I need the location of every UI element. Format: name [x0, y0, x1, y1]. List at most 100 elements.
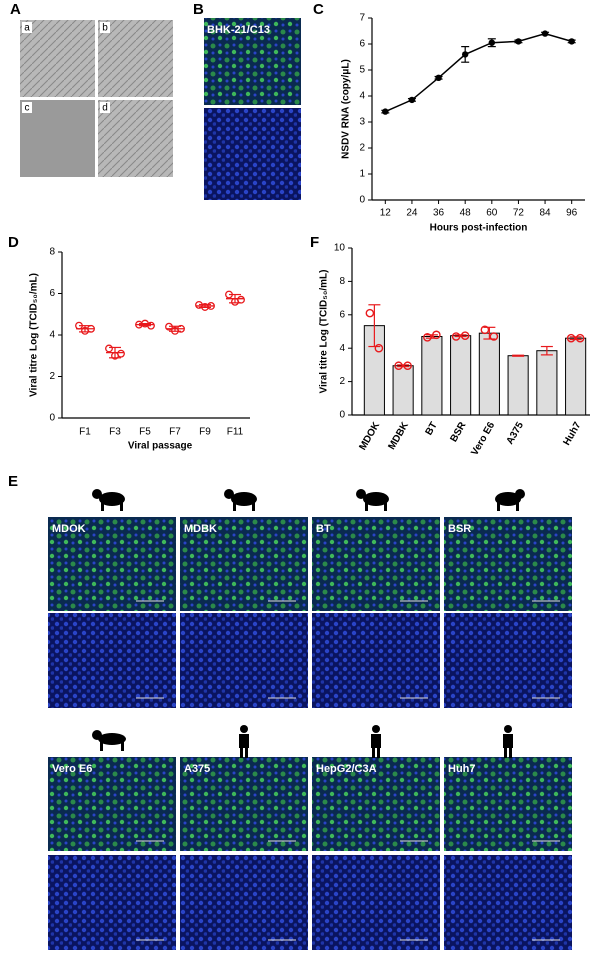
- x-tick-label: 96: [566, 208, 578, 219]
- micrograph: [444, 757, 572, 851]
- x-tick-label: 36: [433, 208, 445, 219]
- point: [541, 30, 549, 37]
- micrograph: [180, 613, 308, 708]
- bar: [421, 336, 443, 416]
- point: [403, 361, 412, 371]
- panel-b: BHK-21/C13: [204, 18, 301, 200]
- species-icon: [233, 499, 236, 511]
- micrograph: [312, 855, 440, 950]
- point: [147, 321, 155, 330]
- point: [394, 361, 403, 371]
- bar: [478, 332, 500, 416]
- x-tick-label: MDBK: [386, 420, 411, 452]
- label-box: [22, 22, 32, 33]
- y-tick-label: 10: [334, 243, 346, 254]
- species-icon: [92, 489, 102, 499]
- y-tick-label: 2: [339, 376, 345, 387]
- micrograph: [180, 517, 308, 611]
- x-tick-label: Vero E6: [469, 420, 497, 458]
- point: [365, 308, 375, 318]
- image-label: MDBK: [184, 523, 217, 535]
- micrograph: [48, 517, 176, 611]
- micrograph: [312, 757, 440, 851]
- micrograph: [444, 855, 572, 950]
- species-icon: [224, 489, 234, 499]
- image-label: Huh7: [448, 763, 476, 775]
- species-icon: [100, 739, 103, 751]
- y-tick-label: 3: [359, 117, 365, 128]
- bar: [507, 355, 529, 416]
- x-tick-label: F9: [199, 427, 211, 438]
- x-tick-label: 48: [460, 208, 472, 219]
- micrograph: [180, 757, 308, 851]
- x-tick-label: F1: [79, 427, 91, 438]
- species-icon: [356, 489, 366, 499]
- x-axis-label: Hours post-infection: [430, 223, 528, 234]
- panel-label: E: [8, 473, 18, 490]
- point: [423, 333, 432, 342]
- species-icon: [101, 499, 104, 511]
- y-tick-label: 4: [359, 91, 365, 102]
- point: [488, 39, 496, 46]
- x-tick-label: Huh7: [561, 420, 583, 448]
- species-icon: [121, 739, 124, 751]
- image-label: a: [24, 23, 30, 34]
- y-tick-label: 6: [339, 309, 345, 320]
- y-tick-label: 1: [359, 169, 365, 180]
- point: [117, 349, 125, 358]
- micrograph: [444, 613, 572, 708]
- species-icon: [504, 725, 512, 733]
- point: [237, 295, 245, 304]
- point: [408, 96, 416, 104]
- image-label: b: [102, 23, 108, 34]
- y-axis-label: Viral titre Log (TCID₅₀/mL): [29, 273, 40, 397]
- species-icon: [516, 499, 519, 511]
- micrograph: [48, 613, 176, 708]
- micrograph: [20, 20, 95, 97]
- species-icon: [240, 725, 248, 733]
- bar: [536, 350, 558, 416]
- y-tick-label: 8: [49, 247, 55, 258]
- y-tick-label: 6: [49, 288, 55, 299]
- species-icon: [231, 492, 257, 506]
- image-label: MDOK: [52, 523, 86, 535]
- image-label: Vero E6: [52, 763, 92, 775]
- point: [480, 325, 490, 335]
- micrograph: [204, 108, 301, 200]
- point: [177, 324, 185, 333]
- micrograph: [312, 613, 440, 708]
- micrograph: [204, 18, 301, 105]
- y-axis-label: Viral titre Log (TCID₅₀/mL): [319, 270, 330, 394]
- point: [568, 38, 575, 45]
- point: [489, 332, 499, 341]
- bar: [392, 365, 414, 416]
- point: [460, 331, 470, 340]
- species-icon: [497, 499, 500, 511]
- point: [515, 38, 522, 45]
- species-icon: [365, 499, 368, 511]
- image-label: d: [102, 103, 108, 114]
- x-tick-label: BT: [424, 420, 440, 437]
- species-icon: [509, 748, 512, 758]
- panel-label: D: [8, 234, 19, 251]
- image-label: A375: [184, 763, 210, 775]
- x-tick-label: F3: [109, 427, 121, 438]
- y-tick-label: 5: [359, 65, 365, 76]
- y-tick-label: 7: [359, 13, 365, 24]
- x-tick-label: F5: [139, 427, 151, 438]
- point: [225, 290, 233, 299]
- x-tick-label: MDOK: [357, 420, 382, 453]
- point: [461, 51, 469, 58]
- point: [432, 330, 441, 340]
- species-icon: [504, 748, 507, 758]
- micrograph: [48, 757, 176, 851]
- y-tick-label: 6: [359, 39, 365, 50]
- image-label: BHK-21/C13: [207, 24, 270, 36]
- point: [566, 333, 576, 343]
- species-icon: [99, 492, 125, 506]
- species-icon: [377, 748, 380, 758]
- y-tick-label: 4: [339, 343, 345, 354]
- x-tick-label: F11: [227, 427, 244, 438]
- y-tick-label: 0: [339, 410, 345, 421]
